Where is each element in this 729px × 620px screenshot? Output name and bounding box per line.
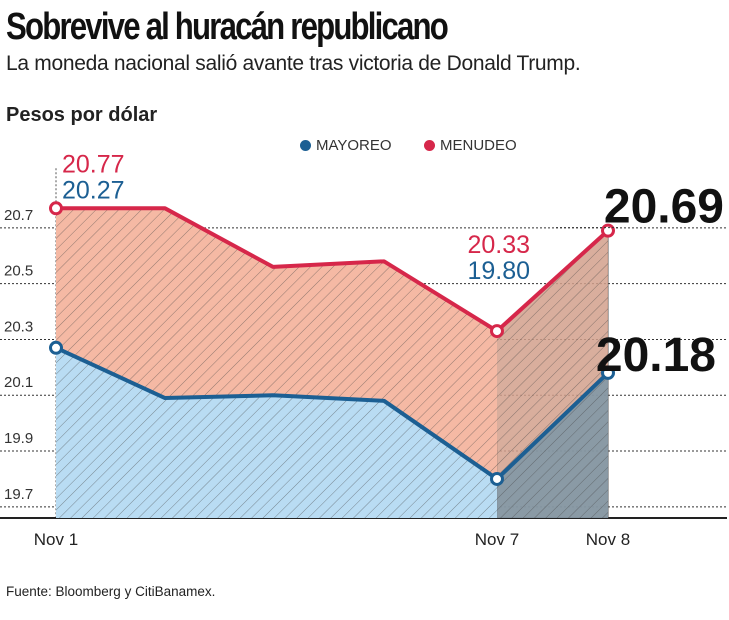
chart-subtitle: La moneda nacional salió avante tras vic… <box>6 52 581 75</box>
legend-marker-menudeo <box>424 140 435 151</box>
area-post-election-hatch <box>497 230 608 518</box>
data-point-mayoreo <box>49 340 63 355</box>
y-tick-label: 20.3 <box>4 318 33 335</box>
y-tick-label: 20.7 <box>4 207 33 224</box>
data-point-menudeo <box>490 324 504 339</box>
chart-title: Sobrevive al huracán republicano <box>6 6 449 48</box>
source-note: Fuente: Bloomberg y CitiBanamex. <box>6 584 216 599</box>
data-label-mayoreo: 20.27 <box>62 176 125 204</box>
legend-item-menudeo: MENUDEO <box>424 137 517 154</box>
data-label-mayoreo: 19.80 <box>467 257 530 285</box>
data-label-menudeo: 20.77 <box>62 150 125 178</box>
y-tick-label: 19.7 <box>4 486 33 503</box>
x-tick-label: Nov 1 <box>34 530 78 549</box>
x-tick-label: Nov 7 <box>475 530 519 549</box>
x-tick-label: Nov 8 <box>586 530 630 549</box>
data-label-menudeo: 20.33 <box>467 231 530 259</box>
legend-label-mayoreo: MAYOREO <box>316 137 392 154</box>
legend-item-mayoreo: MAYOREO <box>300 137 392 154</box>
y-tick-label: 19.9 <box>4 430 33 447</box>
legend-label-menudeo: MENUDEO <box>440 137 517 154</box>
y-tick-label: 20.5 <box>4 263 33 280</box>
legend-marker-mayoreo <box>300 140 311 151</box>
area-menudeo-hatch <box>56 208 497 479</box>
data-label-menudeo-final: 20.69 <box>604 181 724 234</box>
y-tick-label: 20.1 <box>4 374 33 391</box>
data-point-menudeo <box>49 201 63 216</box>
data-point-mayoreo <box>490 471 504 486</box>
series-line-mayoreo <box>55 345 610 481</box>
area-mayoreo-hatch <box>56 347 497 518</box>
series-line-menudeo <box>56 206 610 334</box>
y-axis-unit-label: Pesos por dólar <box>6 104 158 126</box>
data-point-mayoreo <box>601 365 615 380</box>
data-label-mayoreo-final: 20.18 <box>596 329 716 382</box>
